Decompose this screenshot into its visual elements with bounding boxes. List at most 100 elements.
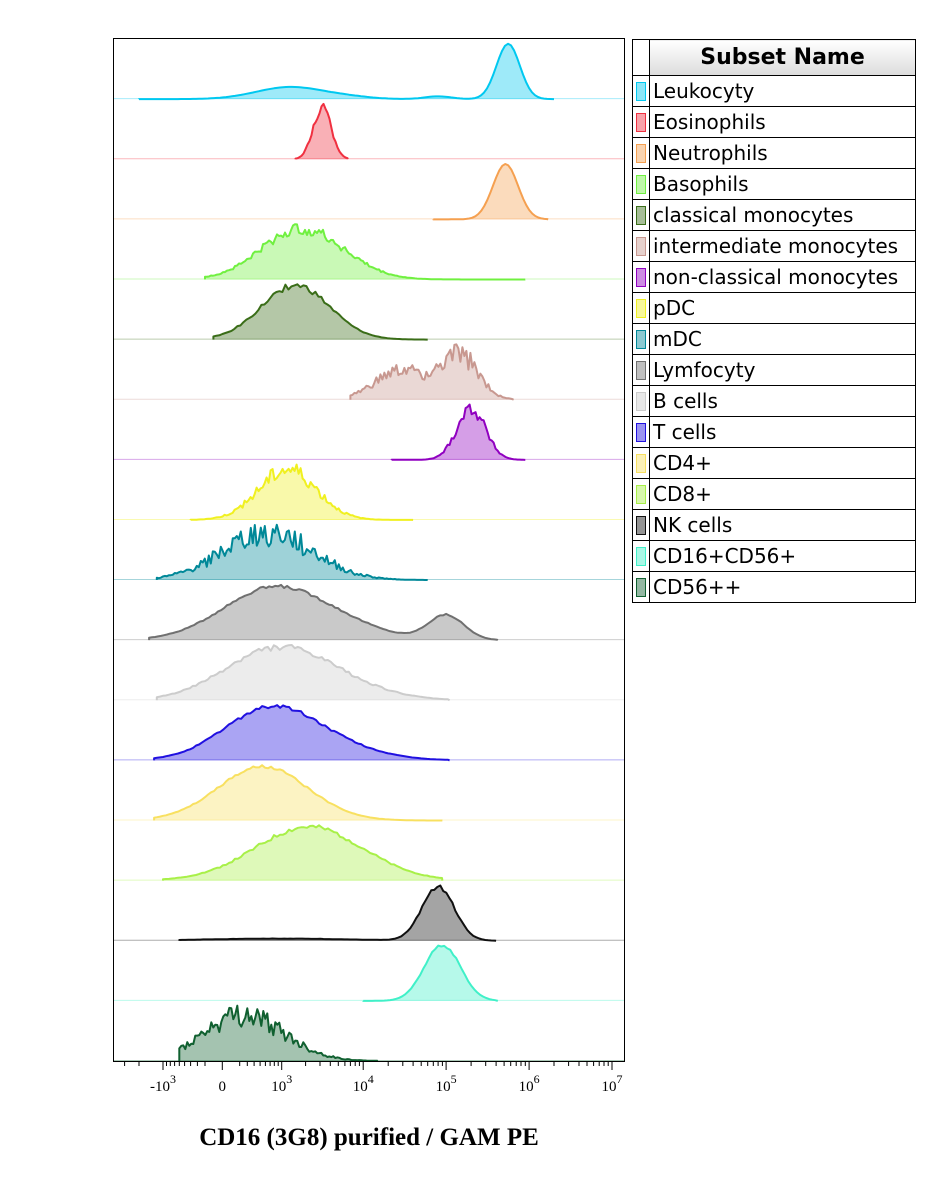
histogram-line [162, 824, 444, 881]
legend-swatch-cell [632, 106, 650, 138]
histogram-area [179, 1005, 378, 1061]
x-tick-label: 104 [353, 1072, 374, 1095]
histogram-area [163, 825, 443, 881]
legend-swatch [636, 268, 646, 287]
histogram-neutrophils [114, 163, 624, 221]
legend-swatch-cell [632, 168, 650, 200]
legend-swatch [636, 392, 646, 411]
legend-swatch-cell [632, 261, 650, 293]
legend-swatch-cell [632, 230, 650, 262]
histogram-nk-cells [114, 884, 624, 942]
legend-row: CD8+ [632, 478, 916, 510]
legend-label: CD8+ [649, 478, 916, 510]
x-tick-label: 103 [271, 1072, 292, 1095]
histogram-mdc [114, 523, 624, 582]
x-tick-label: 106 [519, 1072, 540, 1095]
legend-swatch [636, 578, 646, 597]
histogram-line [294, 102, 349, 160]
histogram-cd8- [114, 824, 624, 881]
legend-label: T cells [649, 416, 916, 448]
legend-swatch-cell [632, 354, 650, 386]
legend-row: B cells [632, 385, 916, 417]
legend-swatch-cell [632, 199, 650, 231]
histogram-pdc [114, 463, 624, 521]
legend: Subset Name Leukocyty Eosinophils Neutroph… [632, 39, 916, 603]
histogram-line [178, 1004, 379, 1062]
legend-swatch [636, 144, 646, 163]
legend-swatch [636, 175, 646, 194]
histogram-line [155, 644, 451, 702]
histogram-eosinophils [114, 102, 624, 160]
legend-swatch-cell [632, 292, 650, 324]
histogram-line [138, 42, 555, 101]
legend-swatch [636, 516, 646, 535]
histogram-basophils [114, 223, 624, 281]
legend-row: Leukocyty [632, 75, 916, 107]
legend-row: intermediate monocytes [632, 230, 916, 262]
histogram-area [190, 464, 414, 520]
legend-label: CD56++ [649, 571, 916, 603]
histogram-area [205, 224, 526, 280]
legend-row: T cells [632, 416, 916, 448]
histogram-cd56- [114, 1004, 624, 1062]
legend-label: CD4+ [649, 447, 916, 479]
legend-swatch [636, 361, 646, 380]
histogram-area [213, 284, 428, 340]
histogram-line [153, 704, 450, 762]
legend-row: non-classical monocytes [632, 261, 916, 293]
legend-swatch-cell [632, 75, 650, 107]
legend-swatch-cell [632, 323, 650, 355]
histogram-line [432, 163, 549, 221]
x-tick-label: 0 [219, 1079, 227, 1095]
histogram-area [179, 885, 497, 941]
legend-swatch-cell [632, 385, 650, 417]
histogram-line [189, 463, 414, 521]
legend-swatch-cell [632, 137, 650, 169]
x-tick-label: -103 [150, 1072, 176, 1095]
histogram-line [349, 343, 515, 401]
legend-row: CD16+CD56+ [632, 540, 916, 572]
histogram-line [362, 944, 499, 1002]
histogram-lanes [114, 42, 624, 1062]
histogram-area [350, 344, 514, 400]
legend-label: non-classical monocytes [649, 261, 916, 293]
histogram-cd4- [114, 764, 624, 822]
histogram-area [391, 404, 526, 460]
legend-swatch [636, 82, 646, 101]
legend-label: NK cells [649, 509, 916, 541]
histogram-non-classical-monocytes [114, 403, 624, 461]
legend-row: mDC [632, 323, 916, 355]
histogram-area [363, 945, 498, 1001]
legend-label: B cells [649, 385, 916, 417]
legend-swatch-cell [632, 509, 650, 541]
histogram-area [295, 103, 348, 160]
histogram-classical-monocytes [114, 283, 624, 341]
legend-row: classical monocytes [632, 199, 916, 231]
legend-swatch [636, 423, 646, 442]
legend-swatch-cell [632, 447, 650, 479]
legend-swatch-cell [632, 540, 650, 572]
legend-swatch [636, 237, 646, 256]
histogram-area [149, 584, 498, 641]
histogram-line [178, 884, 497, 942]
histogram-cd16-cd56- [114, 944, 624, 1002]
legend-swatch [636, 454, 646, 473]
legend-header-blank [632, 39, 650, 76]
legend-swatch [636, 113, 646, 132]
legend-label: Basophils [649, 168, 916, 200]
legend-label: Lymfocyty [649, 354, 916, 386]
legend-row: Eosinophils [632, 106, 916, 138]
legend-row: CD4+ [632, 447, 916, 479]
legend-row: CD56++ [632, 571, 916, 603]
legend-label: pDC [649, 292, 916, 324]
legend-row: Neutrophils [632, 137, 916, 169]
legend-swatch-cell [632, 416, 650, 448]
histogram-lymfocyty [114, 583, 624, 642]
legend-swatch [636, 547, 646, 566]
histogram-leukocyty [114, 42, 624, 101]
histogram-area [154, 705, 450, 761]
histogram-line [212, 283, 428, 341]
histogram-line [390, 403, 526, 461]
legend-label: CD16+CD56+ [649, 540, 916, 572]
